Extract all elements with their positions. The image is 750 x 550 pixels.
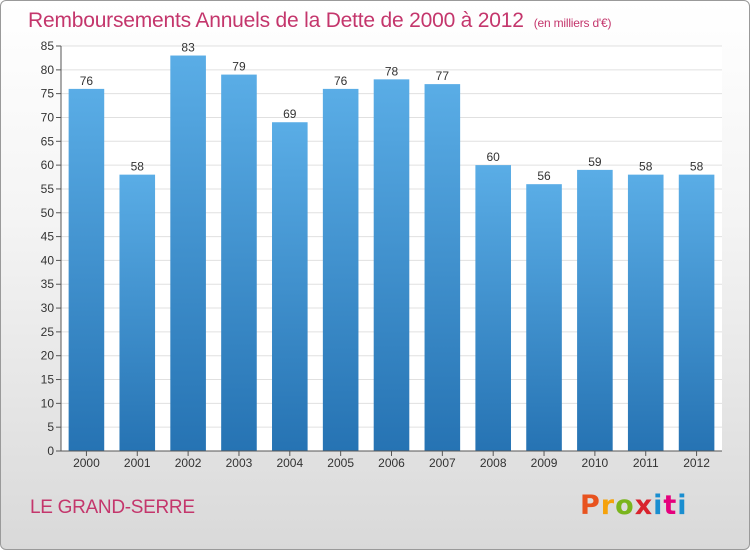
x-tick-label-2009: 2009 <box>531 456 558 470</box>
y-tick-label: 60 <box>41 158 55 172</box>
data-label-2001: 58 <box>131 160 145 174</box>
data-label-2012: 58 <box>690 160 704 174</box>
bar-2001 <box>119 174 156 451</box>
y-tick-label: 20 <box>41 349 55 363</box>
chart-title-text: Remboursements Annuels de la Dette de 20… <box>28 9 524 32</box>
logo-letter: i <box>653 490 664 521</box>
x-tick-label-2006: 2006 <box>378 456 405 470</box>
y-tick-label: 25 <box>41 325 55 339</box>
data-label-2007: 77 <box>436 69 450 83</box>
y-axis: 0 5 10 15 20 25 30 35 40 45 50 55 60 65 70 75 80 85 <box>41 39 62 458</box>
y-tick-label: 5 <box>47 420 54 434</box>
data-label-2010: 59 <box>588 155 602 169</box>
bar-2004 <box>272 122 308 451</box>
y-tick-label: 10 <box>41 396 55 410</box>
y-tick-label: 65 <box>41 134 55 148</box>
y-tick-label: 45 <box>41 230 55 244</box>
logo-letter: t <box>663 490 678 521</box>
x-tick-label-2000: 2000 <box>73 456 100 470</box>
data-label-2006: 78 <box>385 64 399 78</box>
y-tick-label: 30 <box>41 301 55 315</box>
x-tick-label-2002: 2002 <box>175 456 202 470</box>
bar-2011 <box>627 174 664 451</box>
logo-letter: i <box>677 490 688 521</box>
bar-2002 <box>170 55 206 451</box>
y-tick-label: 15 <box>41 373 55 387</box>
logo-letter: x <box>634 490 654 521</box>
y-tick-label: 0 <box>47 444 54 458</box>
data-label-2002: 83 <box>181 41 195 55</box>
bar-2012 <box>678 174 715 451</box>
bar-2009 <box>526 184 562 452</box>
bar-2003 <box>221 74 257 452</box>
bar-2006 <box>373 79 410 452</box>
x-tick-label-2003: 2003 <box>226 456 253 470</box>
x-axis: 2000 2001 2002 2003 2004 2005 2006 2007 2008 2009… <box>61 450 722 470</box>
data-label-2004: 69 <box>283 107 297 121</box>
x-tick-label-2001: 2001 <box>124 456 151 470</box>
x-tick-label-2008: 2008 <box>480 456 507 470</box>
data-label-2011: 58 <box>639 160 653 174</box>
bar-2005 <box>322 88 359 451</box>
bar-2010 <box>577 169 613 451</box>
data-label-2005: 76 <box>334 74 348 88</box>
bar-2007 <box>424 84 461 451</box>
y-tick-label: 85 <box>41 39 55 53</box>
y-tick-label: 80 <box>41 63 55 77</box>
chart-title: Remboursements Annuels de la Dette de 20… <box>28 9 611 33</box>
proxiti-logo: Proxiti <box>580 490 688 521</box>
bar-2008 <box>475 165 511 451</box>
commune-name: LE GRAND-SERRE <box>30 497 195 518</box>
y-tick-label: 70 <box>41 110 55 124</box>
data-label-2003: 79 <box>232 60 246 74</box>
x-tick-label-2011: 2011 <box>633 456 659 470</box>
data-label-2000: 76 <box>80 74 94 88</box>
logo-letter: P <box>580 490 601 521</box>
y-tick-label: 50 <box>41 206 55 220</box>
x-tick-label-2007: 2007 <box>429 456 456 470</box>
x-tick-label-2004: 2004 <box>276 456 303 470</box>
y-tick-label: 75 <box>41 87 55 101</box>
bar-2000 <box>68 88 105 451</box>
x-tick-label-2010: 2010 <box>582 456 609 470</box>
chart-subtitle: (en milliers d'€) <box>533 16 612 30</box>
bars: 76 58 83 79 69 76 78 77 60 56 59 58 58 <box>68 41 715 452</box>
data-label-2008: 60 <box>487 150 501 164</box>
y-tick-label: 35 <box>41 277 55 291</box>
data-label-2009: 56 <box>537 169 551 183</box>
y-tick-label: 40 <box>41 253 55 267</box>
logo-letter: o <box>615 490 635 521</box>
logo-letter: r <box>600 490 616 521</box>
x-tick-label-2005: 2005 <box>327 456 354 470</box>
y-tick-label: 55 <box>41 182 55 196</box>
x-tick-label-2012: 2012 <box>683 456 710 470</box>
